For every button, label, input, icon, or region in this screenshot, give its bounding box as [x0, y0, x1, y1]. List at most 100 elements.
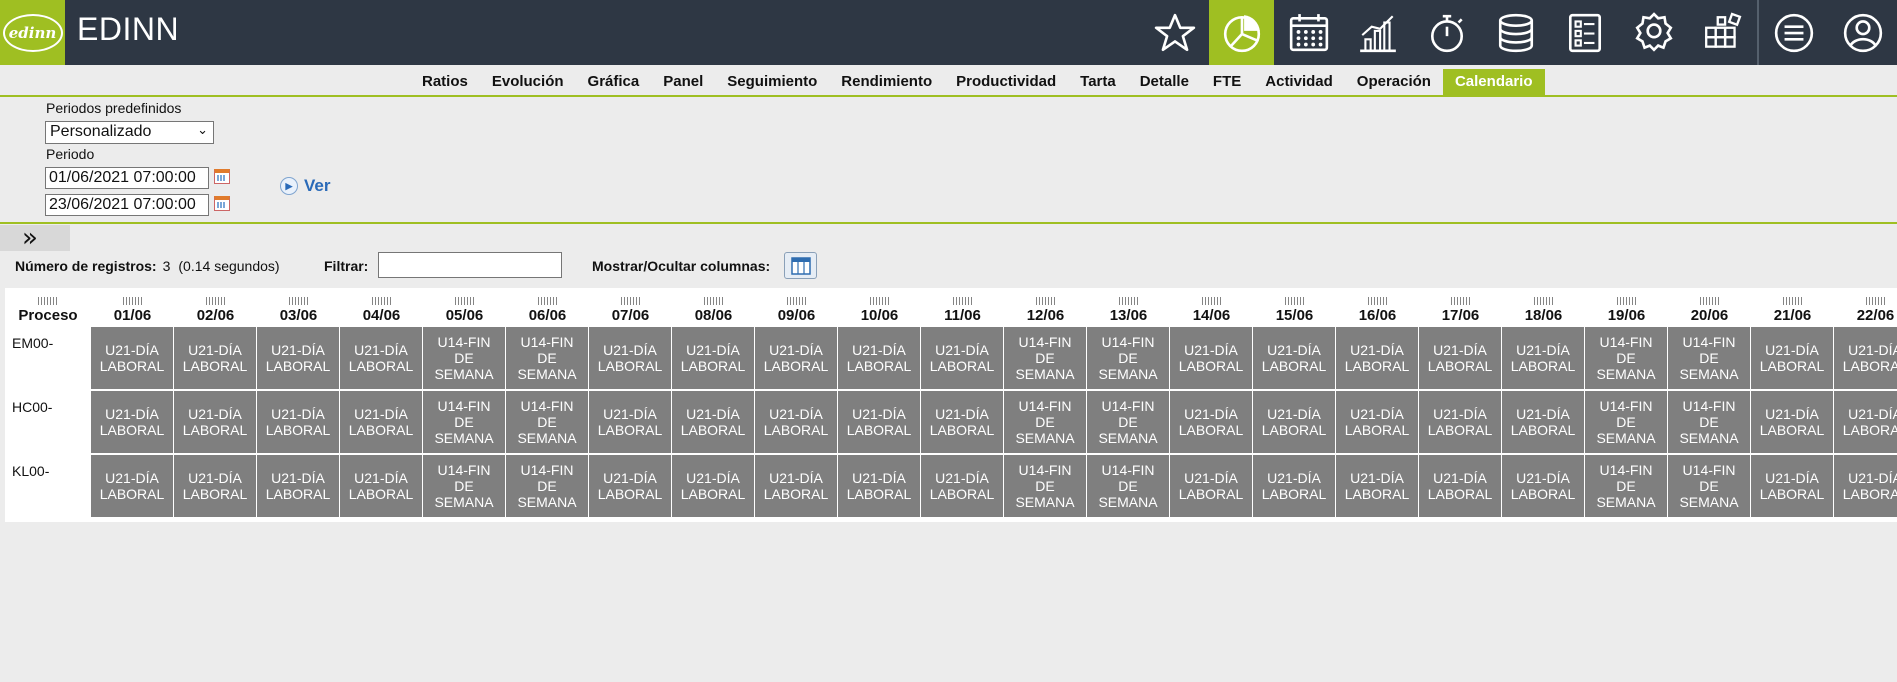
tab-tarta[interactable]: Tarta [1080, 73, 1116, 90]
calendar-picker-icon[interactable] [214, 196, 230, 211]
calendar-cell[interactable]: U14-FIN DE SEMANA [1004, 455, 1086, 517]
tab-operacion[interactable]: Operación [1356, 73, 1431, 90]
database-button[interactable] [1481, 0, 1550, 65]
start-date-input[interactable]: 01/06/2021 07:00:00 [45, 167, 209, 189]
tab-actividad[interactable]: Actividad [1265, 73, 1333, 90]
column-header[interactable]: 08/06 [672, 288, 755, 327]
column-header[interactable]: 21/06 [1751, 288, 1834, 327]
column-header[interactable]: 13/06 [1087, 288, 1170, 327]
tab-detalle[interactable]: Detalle [1139, 73, 1189, 90]
menu-button[interactable] [1759, 0, 1828, 65]
column-header[interactable]: 22/06 [1834, 288, 1897, 327]
column-header[interactable]: 06/06 [506, 288, 589, 327]
column-header[interactable]: 20/06 [1668, 288, 1751, 327]
filter-input[interactable] [378, 252, 562, 278]
column-header[interactable]: 02/06 [174, 288, 257, 327]
bar-chart-button[interactable] [1343, 0, 1412, 65]
calendar-cell[interactable]: U14-FIN DE SEMANA [423, 455, 505, 517]
column-header[interactable]: 18/06 [1502, 288, 1585, 327]
column-header[interactable]: 03/06 [257, 288, 340, 327]
column-header[interactable]: 12/06 [1004, 288, 1087, 327]
calendar-cell[interactable]: U14-FIN DE SEMANA [1585, 327, 1667, 389]
column-header[interactable]: 14/06 [1170, 288, 1253, 327]
column-header[interactable]: 17/06 [1419, 288, 1502, 327]
calendar-cell[interactable]: U14-FIN DE SEMANA [1004, 391, 1086, 453]
column-header[interactable]: 05/06 [423, 288, 506, 327]
expand-panel-button[interactable]: » [0, 223, 70, 253]
calendar-cell[interactable]: U14-FIN DE SEMANA [1087, 391, 1169, 453]
user-button[interactable] [1828, 0, 1897, 65]
calendar-cell[interactable]: U14-FIN DE SEMANA [1087, 455, 1169, 517]
calendar-cell[interactable]: U14-FIN DE SEMANA [1668, 455, 1750, 517]
column-header[interactable]: 19/06 [1585, 288, 1668, 327]
tab-rendimiento[interactable]: Rendimiento [841, 73, 933, 90]
calendar-button[interactable] [1274, 0, 1343, 65]
toggle-columns-button[interactable] [784, 252, 817, 279]
tab-ratios[interactable]: Ratios [422, 73, 468, 90]
calendar-cell[interactable]: U14-FIN DE SEMANA [423, 327, 505, 389]
grid-blocks-button[interactable] [1688, 0, 1757, 65]
calendar-cell[interactable]: U14-FIN DE SEMANA [1004, 327, 1086, 389]
tab-panel[interactable]: Panel [663, 73, 704, 90]
calendar-cell[interactable]: U14-FIN DE SEMANA [1585, 391, 1667, 453]
column-header[interactable]: 16/06 [1336, 288, 1419, 327]
tab-productividad[interactable]: Productividad [956, 73, 1057, 90]
logo[interactable]: edinn [0, 0, 65, 65]
calendar-cell[interactable]: U14-FIN DE SEMANA [1585, 455, 1667, 517]
award-button[interactable] [1619, 0, 1688, 65]
column-header[interactable]: 09/06 [755, 288, 838, 327]
calendar-cell[interactable]: U14-FIN DE SEMANA [506, 391, 588, 453]
calendar-cell[interactable]: U14-FIN DE SEMANA [506, 455, 588, 517]
tab-calendario[interactable]: Calendario [1442, 69, 1545, 97]
calendar-cell[interactable]: U14-FIN DE SEMANA [1668, 327, 1750, 389]
calendar-cell[interactable]: U14-FIN DE SEMANA [1668, 391, 1750, 453]
tab-grafica[interactable]: Gráfica [587, 73, 640, 90]
calendar-cell[interactable]: U14-FIN DE SEMANA [506, 327, 588, 389]
column-header[interactable]: 07/06 [589, 288, 672, 327]
column-header[interactable]: 04/06 [340, 288, 423, 327]
calendar-cell[interactable]: U14-FIN DE SEMANA [423, 391, 505, 453]
